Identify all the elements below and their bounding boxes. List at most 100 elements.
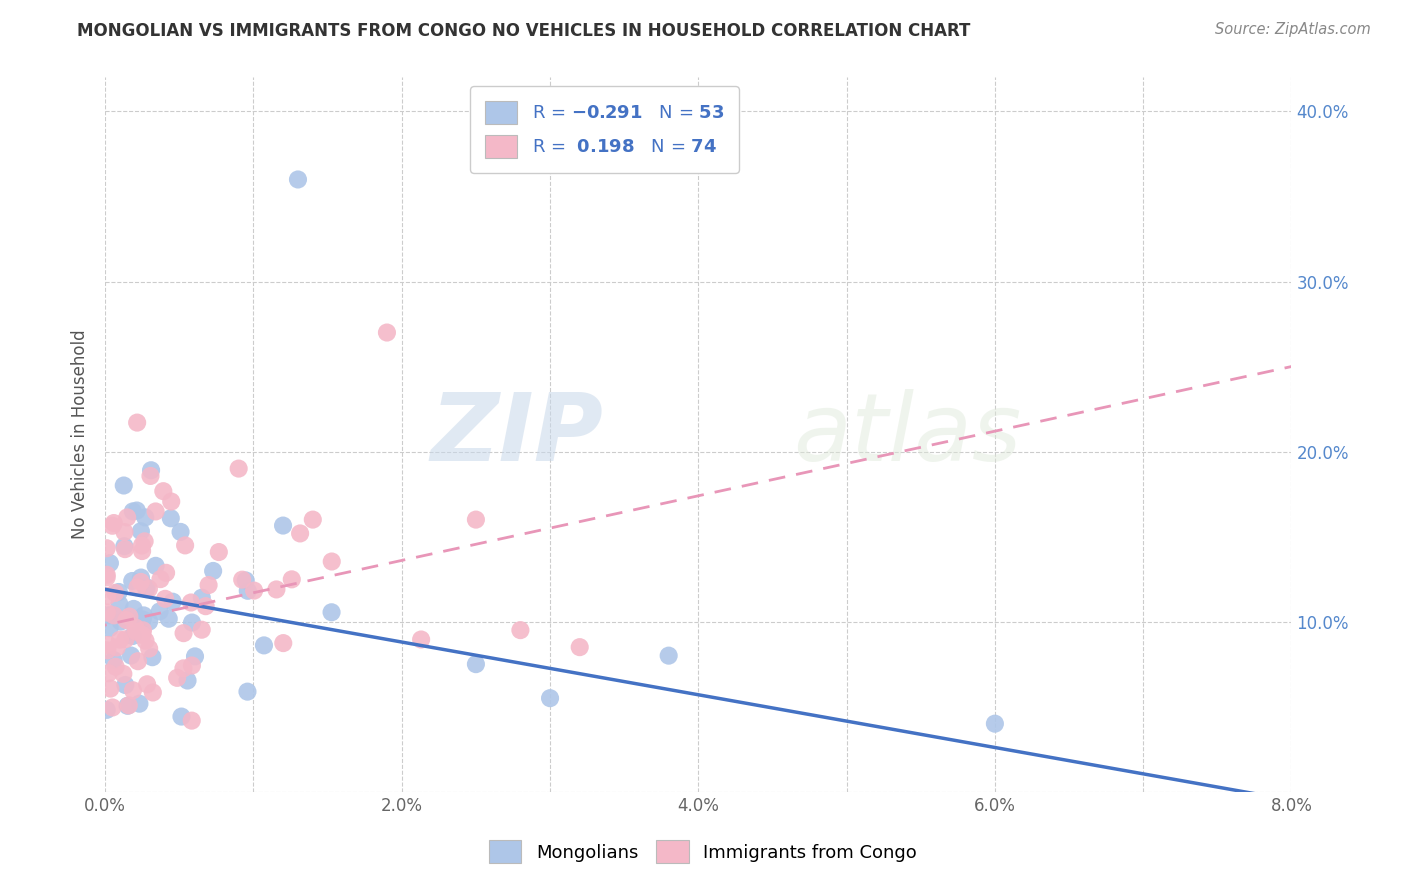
Point	[100, 681, 122, 696]
Point	[127, 654, 149, 668]
Point	[110, 615, 132, 629]
Point	[97, 666, 120, 681]
Point	[115, 613, 138, 627]
Point	[375, 326, 398, 340]
Point	[101, 518, 124, 533]
Point	[125, 624, 148, 639]
Point	[96, 541, 118, 556]
Point	[301, 513, 323, 527]
Point	[464, 657, 486, 672]
Point	[180, 595, 202, 609]
Point	[128, 697, 150, 711]
Point	[180, 658, 202, 673]
Point	[98, 621, 121, 635]
Point	[176, 673, 198, 688]
Point	[184, 649, 207, 664]
Point	[271, 636, 294, 650]
Point	[115, 510, 138, 524]
Point	[235, 574, 257, 588]
Point	[108, 597, 131, 611]
Point	[271, 518, 294, 533]
Point	[174, 538, 197, 552]
Point	[112, 666, 135, 681]
Point	[127, 581, 149, 595]
Point	[157, 612, 180, 626]
Point	[153, 591, 176, 606]
Point	[127, 416, 149, 430]
Point	[124, 621, 146, 635]
Point	[103, 516, 125, 530]
Text: MONGOLIAN VS IMMIGRANTS FROM CONGO NO VEHICLES IN HOUSEHOLD CORRELATION CHART: MONGOLIAN VS IMMIGRANTS FROM CONGO NO VE…	[77, 22, 970, 40]
Point	[129, 574, 152, 589]
Point	[104, 586, 127, 600]
Point	[96, 606, 118, 620]
Point	[129, 570, 152, 584]
Point	[108, 632, 131, 647]
Point	[236, 684, 259, 698]
Point	[984, 716, 1007, 731]
Point	[181, 615, 204, 630]
Point	[281, 572, 304, 586]
Point	[131, 628, 153, 642]
Point	[131, 539, 153, 553]
Point	[131, 612, 153, 626]
Point	[202, 564, 225, 578]
Point	[145, 558, 167, 573]
Point	[131, 613, 153, 627]
Point	[194, 599, 217, 614]
Point	[155, 566, 177, 580]
Point	[117, 698, 139, 713]
Point	[101, 700, 124, 714]
Point	[134, 534, 156, 549]
Point	[134, 510, 156, 524]
Text: atlas: atlas	[793, 389, 1022, 480]
Point	[411, 632, 433, 647]
Point	[159, 511, 181, 525]
Point	[197, 578, 219, 592]
Point	[132, 608, 155, 623]
Point	[658, 648, 681, 663]
Point	[160, 494, 183, 508]
Y-axis label: No Vehicles in Household: No Vehicles in Household	[72, 330, 89, 540]
Point	[96, 643, 118, 657]
Point	[172, 661, 194, 675]
Point	[231, 573, 253, 587]
Point	[236, 583, 259, 598]
Point	[162, 595, 184, 609]
Point	[122, 683, 145, 698]
Point	[125, 503, 148, 517]
Point	[568, 640, 591, 655]
Point	[105, 640, 128, 655]
Point	[253, 639, 276, 653]
Point	[145, 504, 167, 518]
Point	[138, 641, 160, 656]
Point	[138, 615, 160, 629]
Point	[103, 653, 125, 667]
Point	[288, 526, 311, 541]
Point	[97, 638, 120, 652]
Point	[120, 648, 142, 663]
Point	[538, 691, 561, 706]
Point	[166, 671, 188, 685]
Point	[103, 608, 125, 623]
Point	[96, 567, 118, 582]
Point	[121, 504, 143, 518]
Point	[321, 554, 343, 568]
Point	[173, 626, 195, 640]
Point	[142, 685, 165, 699]
Point	[464, 513, 486, 527]
Legend: Mongolians, Immigrants from Congo: Mongolians, Immigrants from Congo	[479, 831, 927, 872]
Point	[112, 539, 135, 553]
Point	[135, 580, 157, 594]
Point	[114, 524, 136, 539]
Point	[509, 623, 531, 637]
Point	[243, 583, 266, 598]
Point	[139, 469, 162, 483]
Point	[149, 604, 172, 618]
Point	[118, 698, 141, 713]
Legend: R = $\mathbf{-0.291}$   N = $\mathbf{53}$, R =  $\mathbf{0.198}$   N = $\mathbf{: R = $\mathbf{-0.291}$ N = $\mathbf{53}$,…	[470, 87, 738, 172]
Point	[138, 582, 160, 596]
Point	[121, 574, 143, 588]
Text: Source: ZipAtlas.com: Source: ZipAtlas.com	[1215, 22, 1371, 37]
Point	[96, 570, 118, 584]
